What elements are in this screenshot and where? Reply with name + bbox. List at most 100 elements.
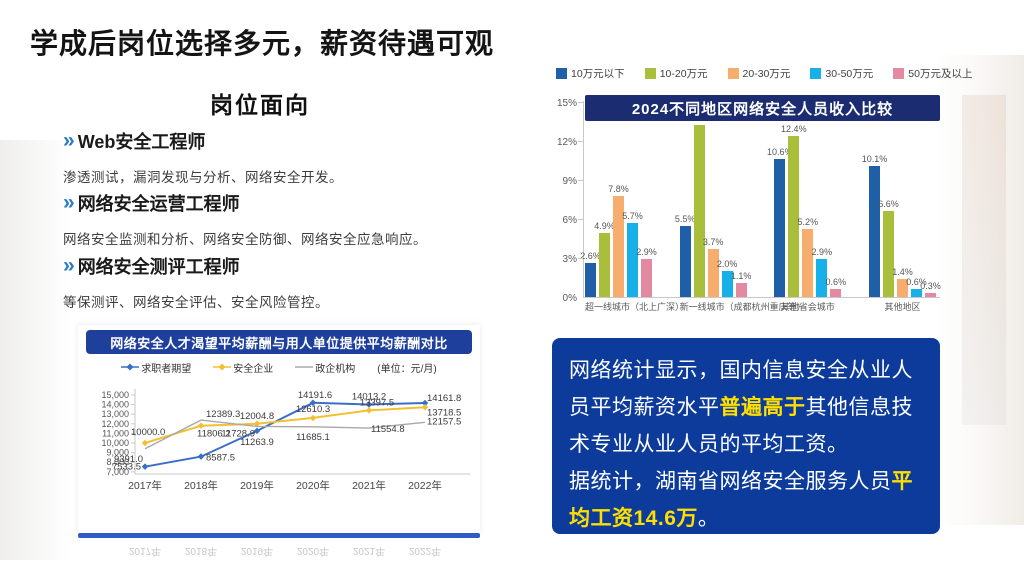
reflected-x-label: 2019年 (240, 545, 274, 556)
legend-item: 求职者期望 (121, 360, 191, 375)
bar-group: 2.6% 4.9% 7.8% 5.7% 2.9% (580, 184, 657, 297)
bar-value-label: 12.4% (781, 123, 807, 134)
bar: 5.2% (798, 217, 818, 297)
bar: 2.0% (717, 259, 737, 297)
bar: 5.5% (675, 214, 695, 297)
positions-heading: 岗位面向 (210, 92, 310, 118)
reflected-x-label: 2020年 (296, 545, 330, 556)
job-description: 网络安全监测和分析、网络安全防御、网络安全应急响应。 (63, 232, 427, 247)
info-text: 。 (697, 507, 720, 530)
legend-marker-icon (213, 363, 232, 371)
bar-group: 10.6% 12.4% 5.2% 2.9% 0.6% (767, 124, 846, 297)
x-axis-label: 新一线城市（成都杭州重庆等） (679, 302, 806, 312)
reflected-x-label: 2022年 (408, 545, 442, 556)
y-tick-label: 0% (562, 293, 577, 304)
svg-text:14161.8: 14161.8 (427, 393, 461, 404)
double-chevron-icon: » (63, 191, 75, 214)
y-tick-label: 3% (562, 254, 577, 265)
bar-value-label: 2.0% (716, 259, 738, 269)
bar-value-label: 10.6% (767, 147, 793, 158)
statistics-info-box: 网络统计显示，国内信息安全从业人员平均薪资水平普遍高于其他信息技术专业从业人员的… (552, 338, 940, 534)
legend-label: 政企机构 (315, 363, 356, 375)
svg-text:8587.5: 8587.5 (206, 453, 235, 464)
info-text: 其他信息技术专业从业人员的平均工资。 (569, 396, 913, 456)
svg-text:11263.9: 11263.9 (240, 437, 274, 448)
bar: 10.6% (767, 147, 793, 297)
svg-text:14013.2: 14013.2 (352, 391, 386, 402)
bar-value-label: 5.2% (797, 217, 819, 228)
svg-text:11806.2: 11806.2 (197, 429, 231, 440)
y-tick-label: 12% (556, 137, 577, 148)
unit-label: (单位：元/月) (377, 363, 437, 375)
y-tick-mark (578, 102, 583, 103)
bar: 10.1% (862, 154, 887, 297)
bar: 1.1% (731, 271, 751, 297)
x-axis-label: 其他地区 (884, 302, 921, 312)
highlighted-text: 平均工资14.6万 (569, 470, 913, 530)
svg-text:11728.9: 11728.9 (221, 428, 255, 439)
bar-chart-plot: 2024不同地区网络安全人员收入比较 2.6% 4.9% 7.8% 5.7% 2.9% 5… (550, 88, 941, 312)
bar: 2.9% (812, 247, 832, 297)
line-chart-legend: 求职者期望 安全企业 政企机构 (单位：元/月) (78, 359, 480, 375)
y-tick-label: 15% (556, 98, 577, 109)
legend-swatch (893, 67, 905, 79)
bar-value-label: 2.9% (636, 247, 657, 258)
svg-text:15,000: 15,000 (101, 390, 129, 400)
legend-item: 20-30万元 (727, 66, 791, 81)
y-tick-label: 6% (562, 215, 577, 226)
x-axis-label: 其他省会城市 (780, 302, 835, 312)
bar-chart-legend: 10万元以下 10-20万元 20-30万元 30-50万元 50万元及以上 (556, 66, 972, 81)
legend-swatch (727, 67, 739, 79)
legend-label: 20-30万元 (742, 67, 791, 80)
bar-value-label: 5.7% (622, 210, 643, 221)
svg-text:9,000: 9,000 (106, 448, 129, 458)
info-text: 据统计，湖南省网络安全服务人员 (569, 470, 892, 493)
salary-line-chart-card: 网络安全人才渴望平均薪酬与用人单位提供平均薪酬对比 求职者期望 安全企业 政企机构 (… (78, 325, 480, 533)
bar: 4.9% (594, 221, 615, 297)
svg-text:12,000: 12,000 (101, 419, 129, 429)
svg-text:11554.8: 11554.8 (371, 424, 405, 435)
bar: 2.9% (636, 247, 657, 297)
y-axis-line (583, 101, 584, 298)
bar-value-label: 1.1% (730, 270, 752, 281)
legend-item: 10万元以下 (556, 66, 625, 81)
background-photo-right (936, 55, 1024, 525)
y-tick-mark (578, 180, 583, 181)
legend-label: 10万元以下 (571, 67, 625, 80)
double-chevron-icon: » (63, 254, 75, 277)
legend-label: 求职者期望 (141, 363, 192, 375)
job-description: 等保测评、网络安全评估、安全风险管控。 (63, 295, 329, 310)
bar-value-label: 0.6% (906, 277, 927, 288)
background-photo-left (0, 140, 72, 560)
y-tick-mark (578, 258, 583, 259)
info-text: 网络统计显示，国内信息安全从业人员平均薪资水平 (569, 359, 913, 419)
bar-group: 10.1% 6.6% 1.4% 0.6% 0.3% (862, 154, 941, 297)
job-description: 渗透测试，漏洞发现与分析、网络安全开发。 (63, 170, 343, 185)
job-title: 网络安全测评工程师 (77, 257, 240, 277)
svg-text:2021年: 2021年 (352, 479, 386, 492)
legend-label: 安全企业 (233, 363, 274, 375)
bar: 3.7% (703, 237, 723, 297)
x-axis-line (583, 297, 940, 298)
bar-groups: 2.6% 4.9% 7.8% 5.7% 2.9% 5.5%13.2%3.7% 2.0%1.1… (580, 113, 941, 297)
legend-item: 安全企业 (213, 360, 273, 375)
svg-text:12004.8: 12004.8 (240, 411, 274, 422)
legend-swatch (644, 67, 656, 79)
svg-text:11,000: 11,000 (102, 428, 129, 438)
y-tick-mark (578, 141, 583, 142)
bar: 0.6% (906, 277, 927, 297)
svg-text:13397.5: 13397.5 (360, 397, 394, 408)
bar: 0.3% (920, 281, 941, 297)
bar: 2.6% (580, 251, 601, 297)
bar-value-label: 2.9% (811, 247, 833, 258)
svg-text:11685.1: 11685.1 (296, 432, 330, 443)
line-chart-plot: 7,0008,0009,00010,00011,00012,00013,0001… (101, 389, 470, 492)
bar-value-label: 10.1% (861, 153, 888, 164)
bar-value-label: 7.8% (608, 183, 629, 194)
legend-marker-icon (121, 363, 140, 371)
legend-label: 30-50万元 (825, 67, 874, 80)
svg-text:14,000: 14,000 (101, 400, 129, 410)
svg-text:10,000: 10,000 (101, 438, 129, 448)
legend-swatch (810, 67, 822, 79)
job-title: Web安全工程师 (77, 132, 206, 152)
